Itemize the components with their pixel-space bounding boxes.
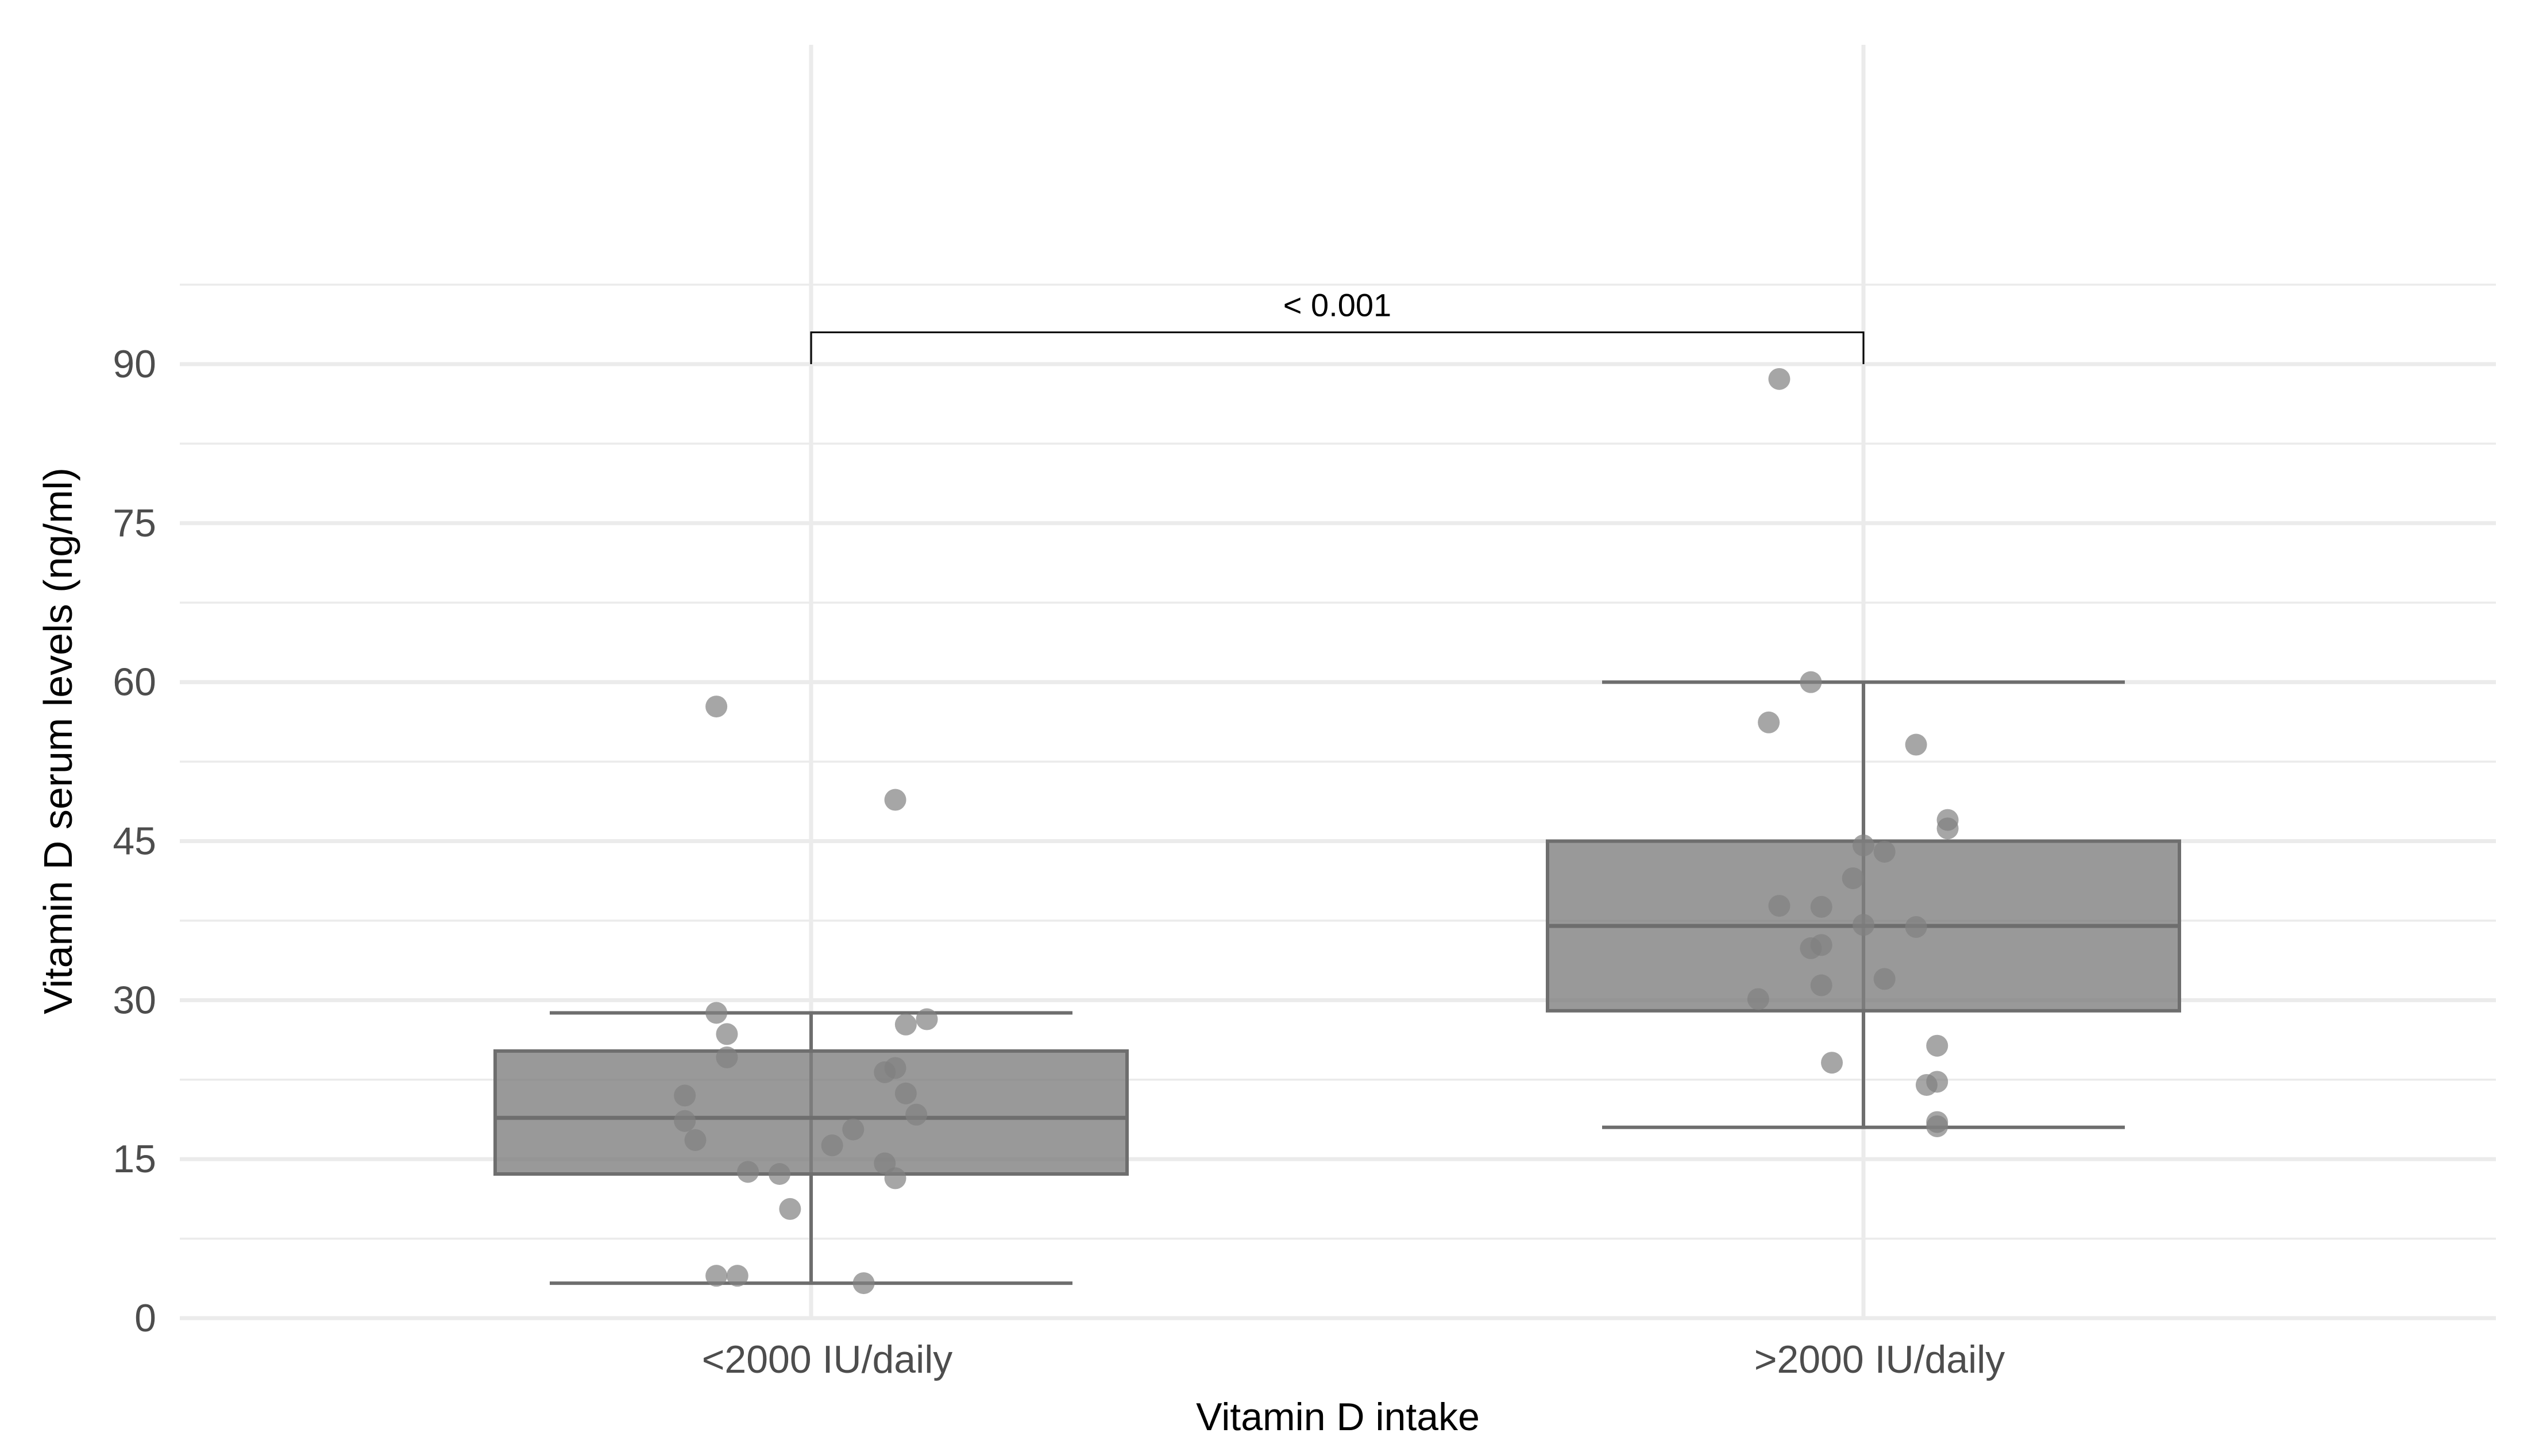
data-point xyxy=(894,1082,917,1104)
data-point xyxy=(1853,914,1874,936)
data-point xyxy=(842,1118,865,1141)
data-point xyxy=(821,1134,843,1157)
y-tick-label: 15 xyxy=(113,1137,156,1181)
data-point xyxy=(705,696,728,718)
data-point xyxy=(674,1084,696,1107)
box-group xyxy=(493,1011,1129,1285)
data-point xyxy=(779,1198,801,1220)
y-tick-label: 0 xyxy=(134,1296,156,1340)
box-iqr xyxy=(493,1049,1129,1176)
x-tick-label: <2000 IU/daily xyxy=(702,1338,953,1381)
box-layer xyxy=(493,680,2181,1285)
data-point xyxy=(1905,733,1927,756)
data-point xyxy=(852,1272,875,1295)
jitter-points xyxy=(674,368,1959,1295)
significance-label: < 0.001 xyxy=(1283,287,1391,323)
data-point xyxy=(1936,817,1959,840)
significance-bracket xyxy=(810,331,1865,364)
data-point xyxy=(737,1161,759,1183)
data-point xyxy=(1800,671,1822,693)
data-point xyxy=(905,1103,928,1126)
data-point xyxy=(1842,867,1864,890)
data-point xyxy=(1747,988,1769,1010)
y-tick-label: 30 xyxy=(113,978,156,1022)
data-point xyxy=(1905,916,1927,938)
data-point xyxy=(716,1023,738,1045)
data-point xyxy=(769,1163,791,1185)
data-point xyxy=(1926,1034,1948,1057)
data-point xyxy=(1810,974,1832,997)
y-tick-label: 75 xyxy=(113,501,156,545)
x-axis-title: Vitamin D intake xyxy=(1196,1395,1480,1439)
data-point xyxy=(1821,1052,1843,1074)
y-axis-title: Vitamin D serum levels (ng/ml) xyxy=(36,468,80,1014)
x-tick-label: >2000 IU/daily xyxy=(1754,1338,2005,1381)
box-group xyxy=(1546,680,2181,1129)
data-point xyxy=(726,1265,748,1287)
data-point xyxy=(1768,368,1791,390)
data-point xyxy=(716,1046,738,1068)
y-axis-ticks: 0 15 30 45 60 75 90 xyxy=(113,342,156,1340)
data-point xyxy=(1758,711,1780,733)
y-tick-label: 60 xyxy=(113,661,156,704)
data-point xyxy=(674,1110,696,1132)
data-point xyxy=(1800,937,1822,959)
data-point xyxy=(1768,895,1791,917)
data-point xyxy=(884,789,906,811)
data-point xyxy=(884,1167,906,1189)
annotation-layer: < 0.001 xyxy=(810,287,1865,364)
axes: 0 15 30 45 60 75 90 <2000 IU/daily >2000 IU/da… xyxy=(36,342,2005,1439)
data-point xyxy=(705,1002,728,1024)
y-tick-label: 90 xyxy=(113,342,156,386)
data-point xyxy=(1926,1115,1948,1137)
data-point xyxy=(1873,968,1896,990)
data-point xyxy=(705,1265,728,1287)
y-tick-label: 45 xyxy=(113,820,156,863)
data-point xyxy=(894,1013,917,1036)
data-point xyxy=(884,1057,906,1079)
data-point xyxy=(1853,834,1874,856)
data-point xyxy=(916,1008,938,1030)
data-point xyxy=(1926,1071,1948,1093)
data-point xyxy=(684,1129,707,1151)
data-point xyxy=(1873,840,1896,863)
data-point xyxy=(1810,895,1832,918)
